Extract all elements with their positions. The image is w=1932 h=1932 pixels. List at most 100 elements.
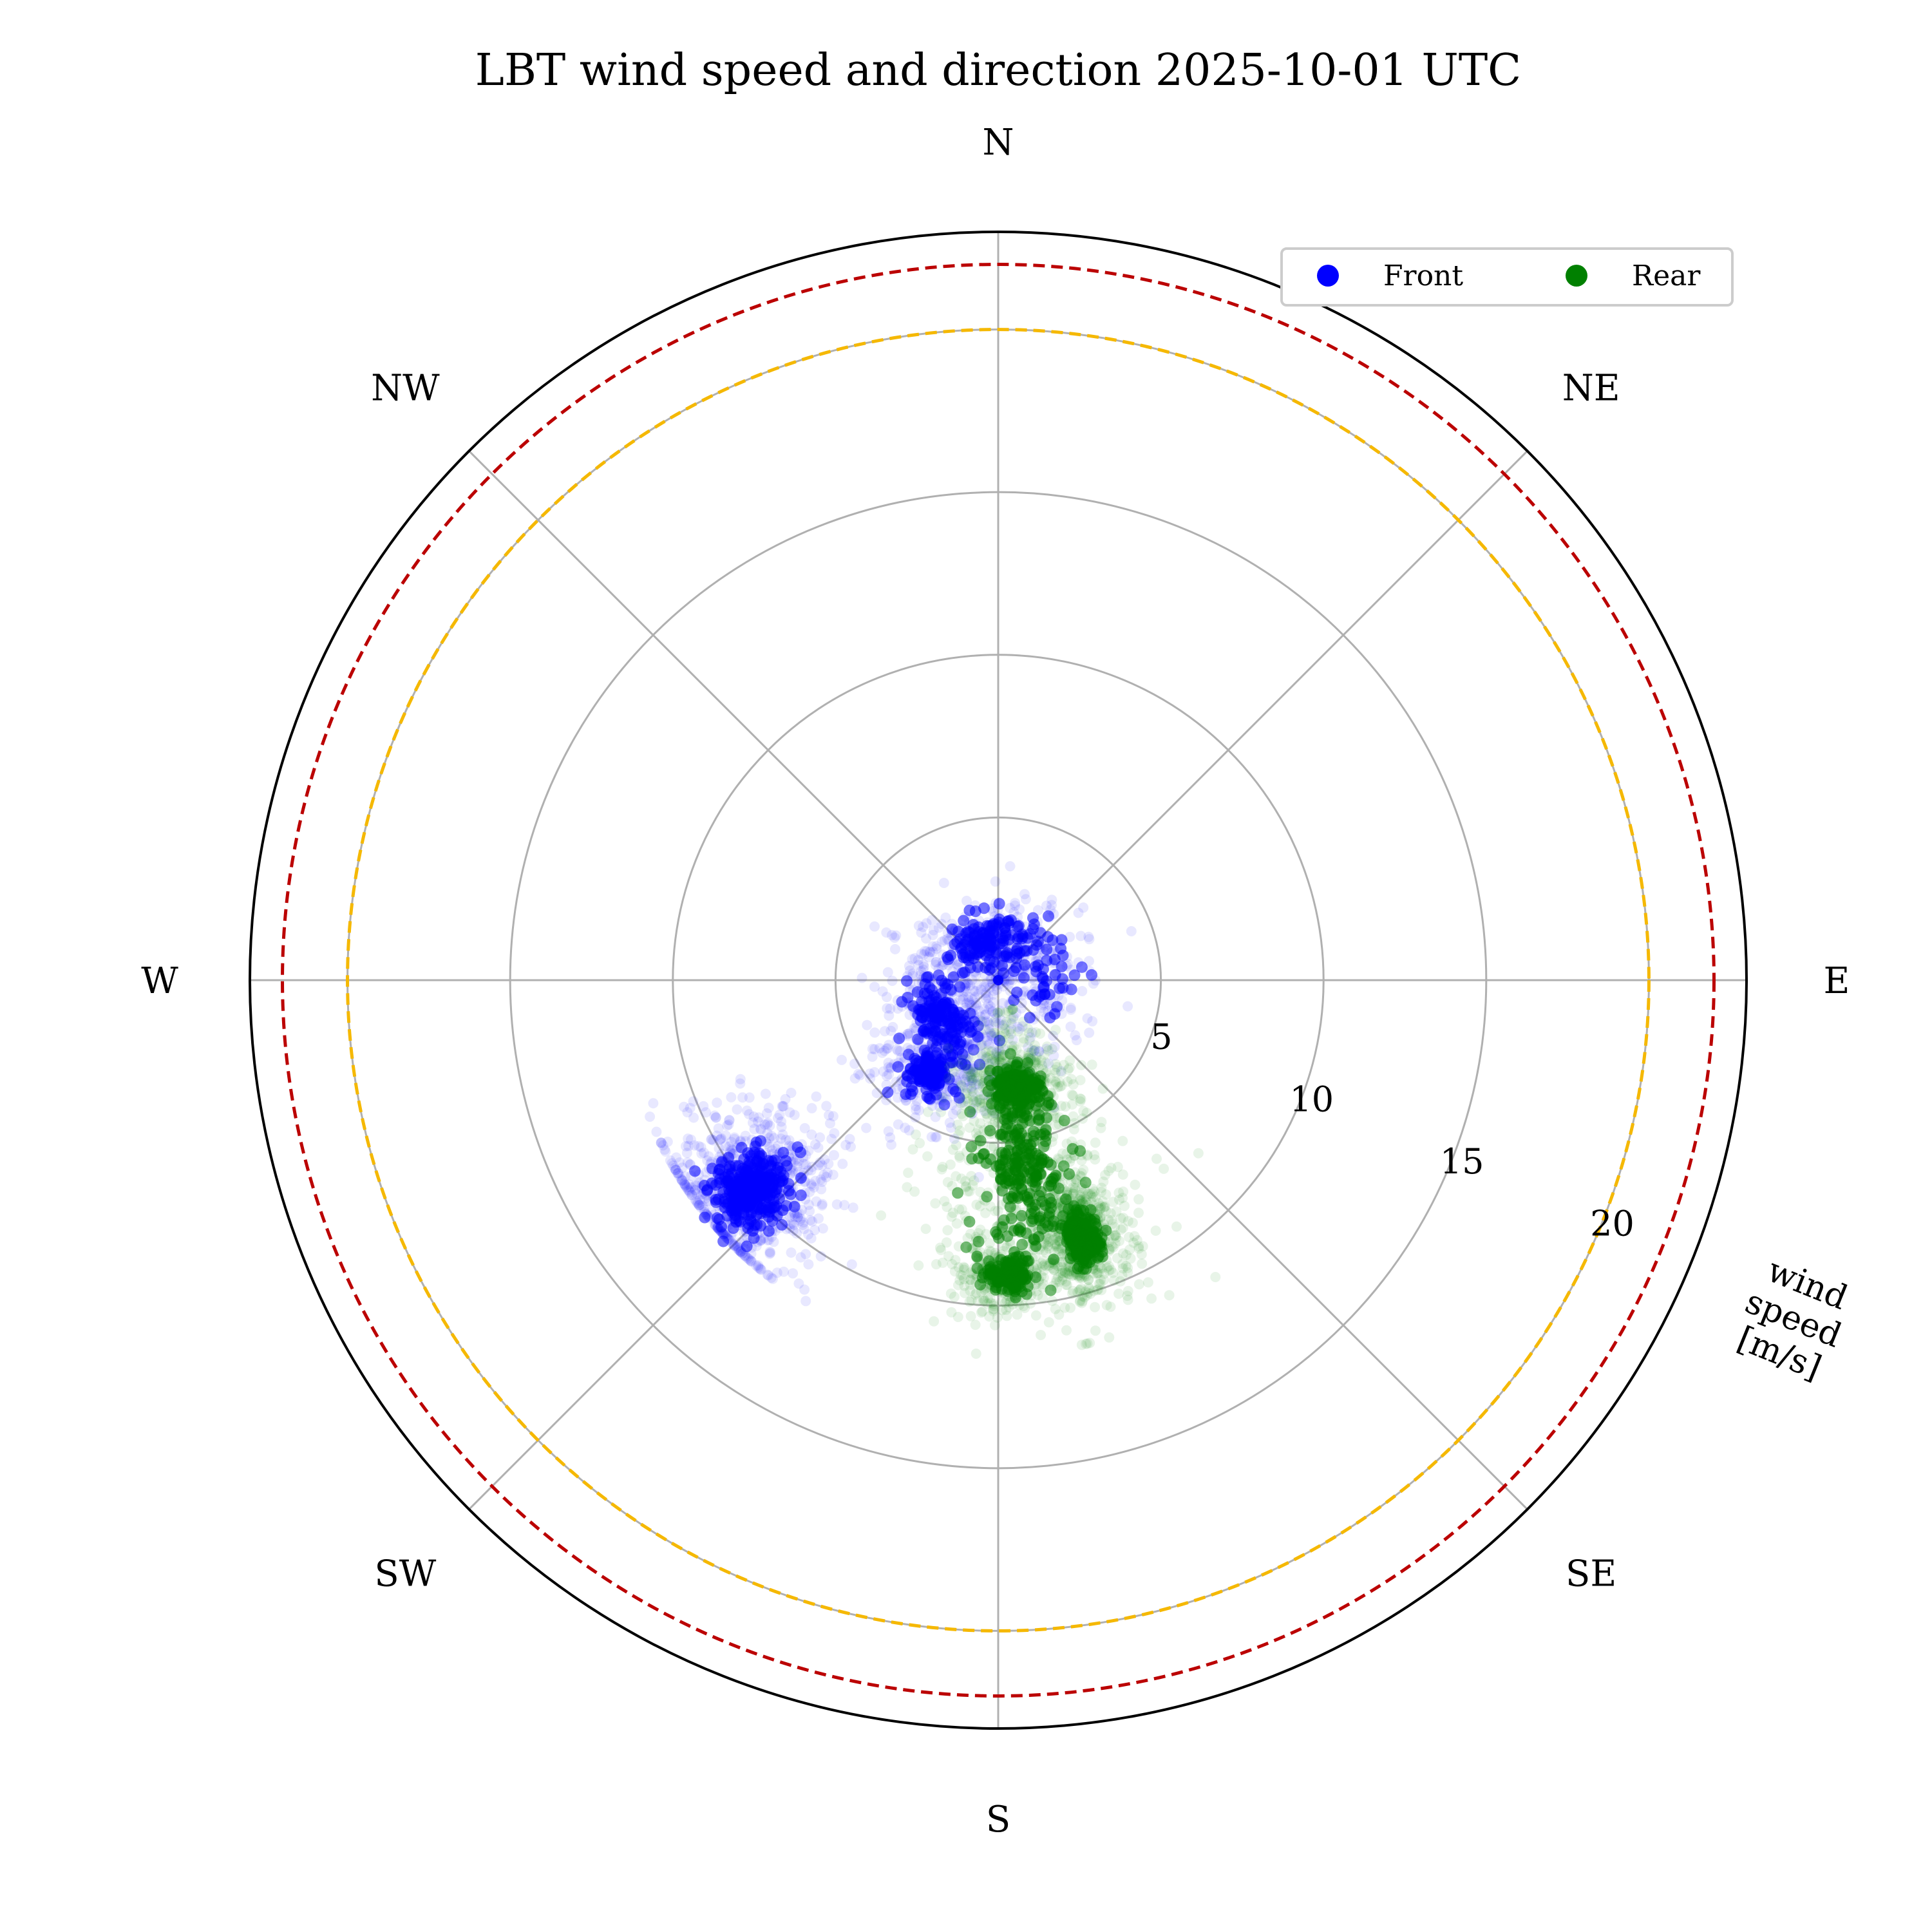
- point-rear: [1137, 1241, 1148, 1252]
- point-front: [935, 1056, 947, 1068]
- point-rear: [1076, 1059, 1087, 1070]
- point-front: [933, 922, 944, 933]
- point-front: [669, 1163, 680, 1173]
- point-front: [656, 1137, 667, 1148]
- series-front-cluster-0: [645, 1074, 872, 1307]
- point-front: [732, 1243, 743, 1254]
- point-rear: [1093, 1284, 1104, 1295]
- point-front: [744, 1092, 755, 1103]
- point-rear: [1064, 1262, 1075, 1273]
- point-front: [779, 1266, 789, 1277]
- point-front: [869, 981, 880, 992]
- point-front: [744, 1199, 756, 1211]
- point-front: [1042, 931, 1054, 943]
- point-front: [930, 1132, 941, 1142]
- point-front: [1017, 955, 1028, 965]
- point-rear: [1137, 1258, 1148, 1269]
- point-front: [1008, 965, 1020, 978]
- point-front: [867, 1043, 878, 1054]
- point-front: [979, 1003, 990, 1014]
- point-front: [788, 1225, 799, 1236]
- point-front: [784, 1107, 795, 1118]
- point-front: [837, 1054, 847, 1065]
- point-rear: [1030, 1148, 1042, 1160]
- point-rear: [958, 1262, 969, 1273]
- point-front: [684, 1179, 695, 1190]
- point-front: [689, 1140, 700, 1151]
- point-front: [687, 1189, 697, 1200]
- point-rear: [1001, 1166, 1013, 1179]
- point-front: [967, 952, 980, 965]
- point-front: [722, 1120, 733, 1131]
- point-front: [775, 1133, 786, 1144]
- point-rear: [1151, 1153, 1162, 1164]
- point-front: [893, 1003, 904, 1014]
- point-front: [786, 1088, 797, 1098]
- point-front: [810, 1175, 820, 1186]
- point-front: [672, 1168, 683, 1179]
- point-rear: [956, 1081, 967, 1091]
- point-rear: [1024, 1035, 1035, 1046]
- point-rear: [967, 1085, 978, 1096]
- point-front: [766, 1273, 777, 1283]
- point-front: [764, 1133, 775, 1144]
- point-rear: [1017, 1283, 1028, 1294]
- point-front: [730, 1216, 742, 1228]
- point-front: [712, 1130, 723, 1141]
- point-front: [795, 1252, 806, 1263]
- point-front: [884, 1039, 895, 1050]
- point-rear: [1033, 1189, 1045, 1202]
- point-front: [1018, 972, 1030, 984]
- point-front: [822, 1168, 833, 1179]
- point-front: [677, 1162, 688, 1173]
- point-front: [717, 1235, 730, 1247]
- point-rear: [990, 1056, 1001, 1066]
- point-rear: [1011, 1134, 1023, 1146]
- point-rear: [1113, 1188, 1124, 1198]
- point-rear: [952, 1312, 963, 1322]
- point-rear: [1118, 1213, 1129, 1224]
- point-front: [762, 1269, 773, 1280]
- point-front: [800, 1159, 811, 1170]
- point-front: [696, 1148, 707, 1159]
- point-front: [807, 1216, 818, 1227]
- direction-label-n: N: [983, 122, 1014, 164]
- point-front: [764, 1235, 775, 1245]
- point-rear: [945, 1159, 956, 1170]
- point-front: [677, 1175, 688, 1186]
- point-front: [942, 953, 954, 965]
- point-rear: [976, 1039, 987, 1050]
- point-front: [947, 1108, 958, 1119]
- point-front: [774, 1110, 785, 1121]
- point-rear: [943, 1043, 954, 1054]
- point-front: [679, 1101, 689, 1112]
- grid-spoke-ne: [997, 450, 1528, 981]
- point-front: [739, 1250, 750, 1261]
- point-rear: [1096, 1240, 1107, 1251]
- point-rear: [1159, 1163, 1170, 1174]
- point-front: [741, 1181, 753, 1193]
- point-rear: [1133, 1279, 1144, 1290]
- point-rear: [972, 1152, 985, 1164]
- point-front: [849, 1058, 860, 1069]
- point-front: [869, 1067, 880, 1077]
- point-rear: [1105, 1208, 1116, 1219]
- point-front: [754, 1157, 766, 1169]
- point-rear: [1050, 1025, 1061, 1036]
- point-front: [656, 1137, 667, 1148]
- point-front: [765, 1247, 776, 1258]
- point-front: [768, 1195, 780, 1207]
- point-rear: [1079, 1255, 1090, 1265]
- point-front: [791, 1228, 802, 1239]
- point-rear: [1075, 1271, 1086, 1282]
- point-front: [656, 1137, 667, 1148]
- point-front: [953, 1029, 964, 1040]
- point-rear: [1101, 1300, 1112, 1311]
- point-rear: [997, 1305, 1008, 1316]
- point-rear: [1122, 1267, 1133, 1278]
- point-front: [798, 1159, 809, 1170]
- point-front: [691, 1180, 701, 1191]
- point-front: [1073, 907, 1084, 918]
